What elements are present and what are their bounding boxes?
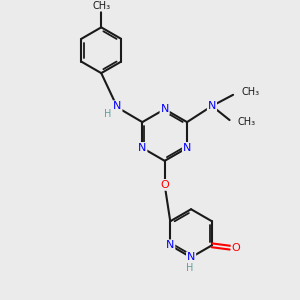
Text: N: N <box>138 143 146 153</box>
Text: O: O <box>232 243 240 253</box>
Text: O: O <box>160 180 169 190</box>
Text: H: H <box>186 262 193 273</box>
Text: CH₃: CH₃ <box>92 1 110 10</box>
Text: N: N <box>208 101 216 111</box>
Text: H: H <box>104 109 112 119</box>
Text: N: N <box>183 143 191 153</box>
Text: N: N <box>113 101 122 111</box>
Text: N: N <box>166 240 174 250</box>
Text: CH₃: CH₃ <box>241 88 260 98</box>
Text: N: N <box>160 104 169 114</box>
Text: CH₃: CH₃ <box>238 117 256 128</box>
Text: N: N <box>187 252 195 262</box>
